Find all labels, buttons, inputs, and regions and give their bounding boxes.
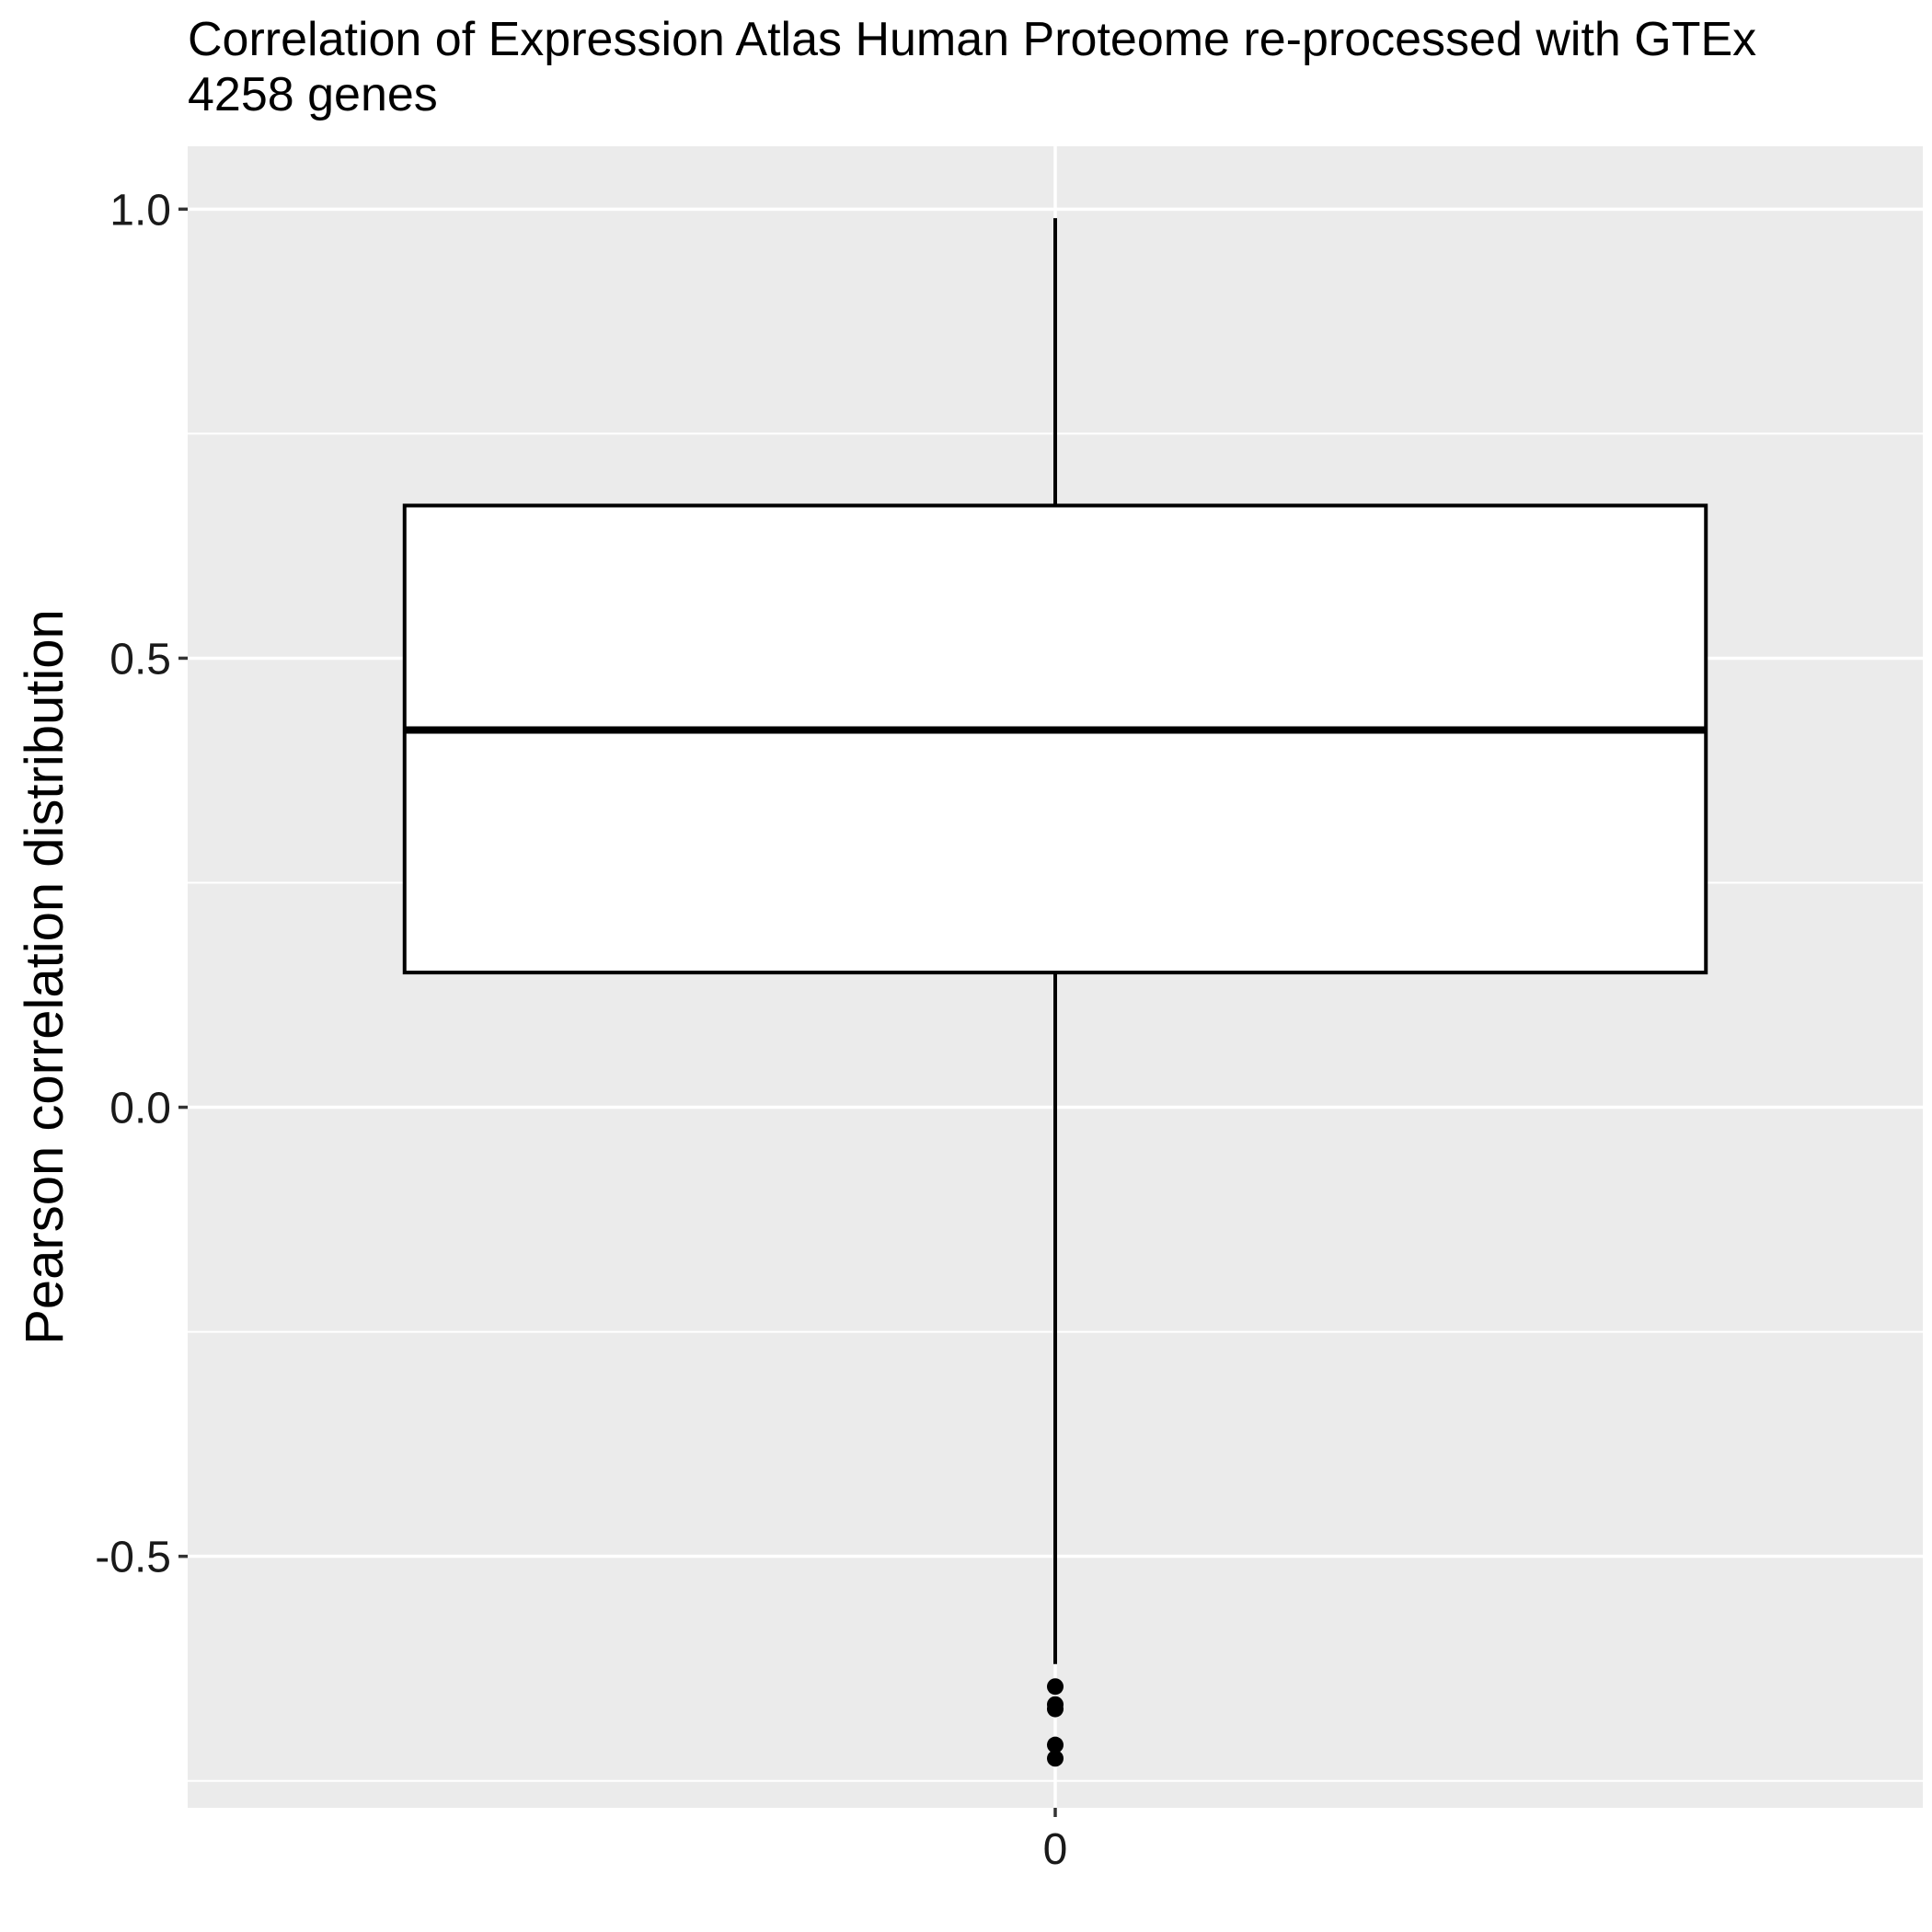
y-tick-label: 1.0: [109, 186, 171, 235]
outlier-point: [1047, 1736, 1064, 1754]
y-tick-label: 0.5: [109, 635, 171, 684]
axes: -0.5 0.0 0.5 1.0 0: [95, 186, 1067, 1874]
outlier-point: [1047, 1750, 1064, 1767]
outlier-point: [1047, 1678, 1064, 1696]
x-tick-label: 0: [1043, 1825, 1068, 1874]
box-0: [402, 218, 1708, 1767]
chart-subtitle: 4258 genes: [188, 68, 438, 121]
chart-title: Correlation of Expression Atlas Human Pr…: [188, 13, 1757, 66]
box-layer: [402, 218, 1708, 1767]
y-tick-label: -0.5: [95, 1534, 171, 1582]
outlier-point: [1047, 1700, 1064, 1718]
iqr-box: [402, 503, 1708, 975]
y-axis-title: Pearson correlation distribution: [15, 609, 75, 1345]
y-tick-label: 0.0: [109, 1085, 171, 1133]
